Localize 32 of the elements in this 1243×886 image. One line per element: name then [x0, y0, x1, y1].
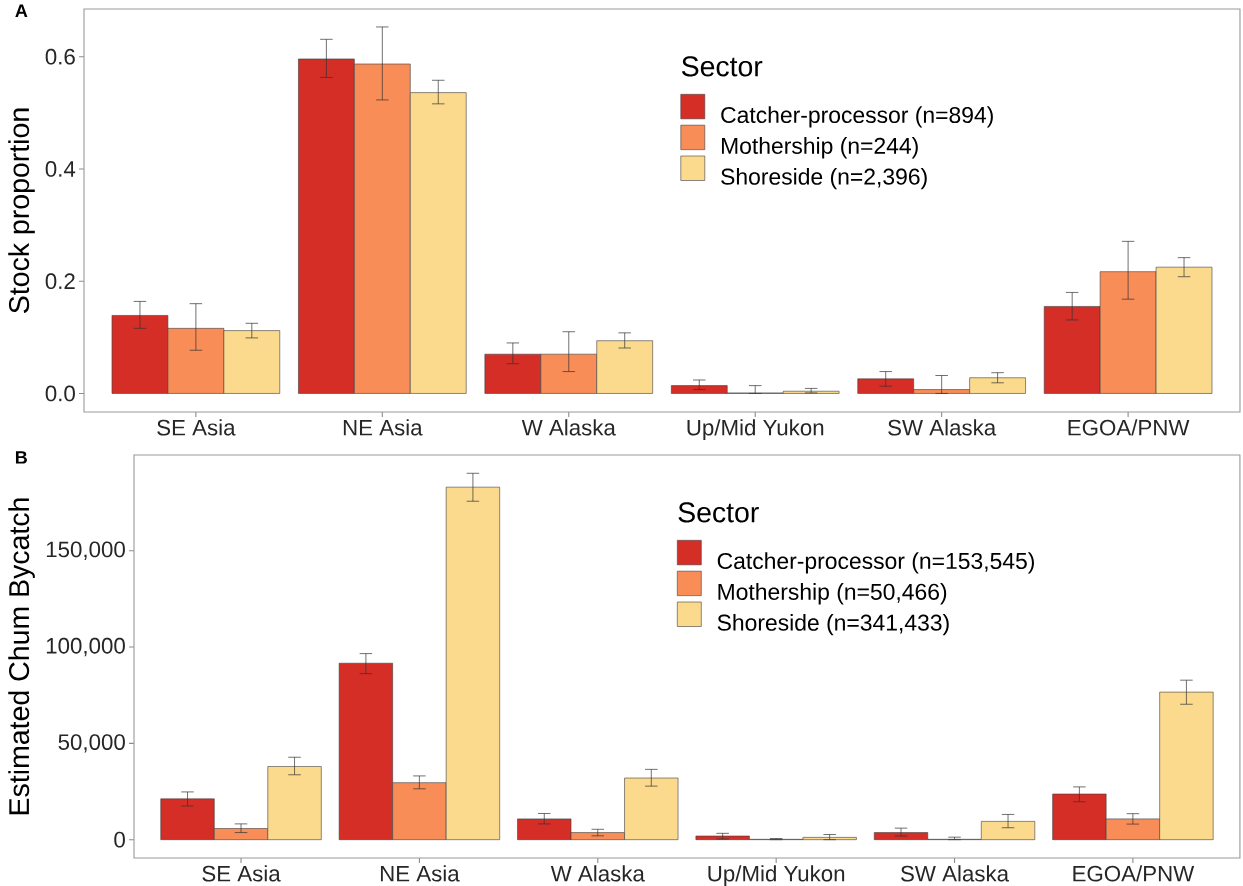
x-tick-label: NE Asia — [380, 865, 460, 882]
x-tick-label: Up/Mid Yukon — [687, 419, 824, 440]
x-tick-label: EGOA/PNW — [1073, 865, 1195, 882]
legend-label: Catcher-processor (n=153,545) — [717, 552, 1034, 574]
y-tick-label: 100,000 — [46, 637, 125, 657]
legend-label: Shoreside (n=341,433) — [717, 613, 949, 636]
y-tick-label: 0.4 — [45, 161, 76, 177]
y-axis-title: Stock proportion — [8, 108, 35, 313]
y-tick-label: 50,000 — [58, 734, 125, 753]
x-tick-label: SW Alaska — [901, 865, 1010, 882]
x-tick-label: SE Asia — [202, 865, 281, 882]
x-tick-label: W Alaska — [550, 865, 645, 882]
y-tick-label: 0.2 — [45, 273, 75, 290]
y-tick-label: 0.6 — [45, 48, 75, 65]
x-tick-label: Up/Mid Yukon — [708, 865, 845, 886]
y-tick-label: 0 — [114, 831, 125, 848]
chart-title: A — [15, 4, 28, 17]
legend-label: Mothership (n=244) — [721, 137, 918, 159]
legend-label: Mothership (n=50,466) — [718, 583, 947, 605]
legend-label: Shoreside (n=2,396) — [721, 167, 927, 190]
y-tick-label: 0.0 — [45, 385, 75, 402]
legend-label: Catcher-processor (n=894) — [721, 106, 993, 128]
x-tick-label: SW Alaska — [888, 419, 997, 436]
x-tick-label: SE Asia — [157, 419, 236, 436]
y-axis-title: Estimated Chum Bycatch — [8, 498, 35, 815]
x-tick-label: W Alaska — [521, 419, 616, 436]
legend-title: Sector — [678, 502, 759, 523]
chart-title: B — [15, 451, 27, 464]
y-tick-label: 150,000 — [46, 541, 125, 560]
x-tick-label: EGOA/PNW — [1068, 419, 1190, 436]
x-tick-label: NE Asia — [343, 419, 423, 436]
legend-title: Sector — [681, 56, 763, 77]
